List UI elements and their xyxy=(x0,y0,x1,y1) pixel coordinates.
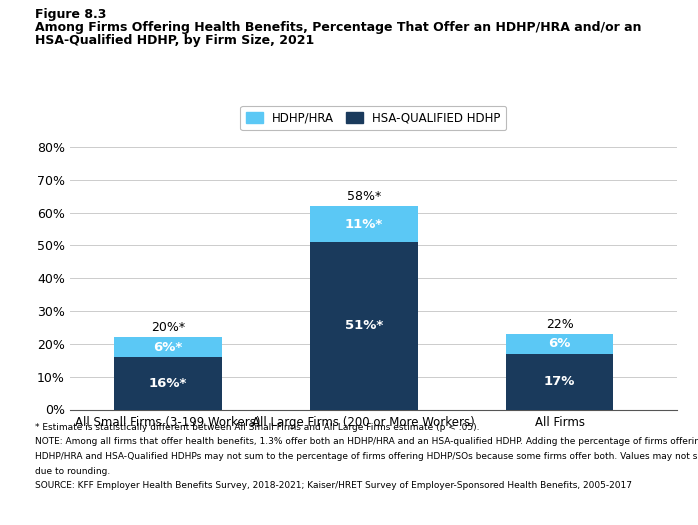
Text: Figure 8.3: Figure 8.3 xyxy=(35,8,106,21)
Text: 16%*: 16%* xyxy=(149,377,187,390)
Bar xyxy=(505,334,614,354)
Bar xyxy=(505,354,614,410)
Bar xyxy=(114,338,221,357)
Text: 6%: 6% xyxy=(549,338,571,350)
Bar xyxy=(114,357,221,410)
Text: 6%*: 6%* xyxy=(153,341,182,354)
Text: SOURCE: KFF Employer Health Benefits Survey, 2018-2021; Kaiser/HRET Survey of Em: SOURCE: KFF Employer Health Benefits Sur… xyxy=(35,481,632,490)
Text: Among Firms Offering Health Benefits, Percentage That Offer an HDHP/HRA and/or a: Among Firms Offering Health Benefits, Pe… xyxy=(35,21,641,34)
Text: 11%*: 11%* xyxy=(345,217,383,230)
Text: HDHP/HRA and HSA-Qualified HDHPs may not sum to the percentage of firms offering: HDHP/HRA and HSA-Qualified HDHPs may not… xyxy=(35,452,698,461)
Legend: HDHP/HRA, HSA-QUALIFIED HDHP: HDHP/HRA, HSA-QUALIFIED HDHP xyxy=(241,106,506,130)
Text: * Estimate is statistically different between All Small Firms and All Large Firm: * Estimate is statistically different be… xyxy=(35,423,480,432)
Text: HSA-Qualified HDHP, by Firm Size, 2021: HSA-Qualified HDHP, by Firm Size, 2021 xyxy=(35,34,314,47)
Text: 51%*: 51%* xyxy=(345,319,383,332)
Text: 22%: 22% xyxy=(546,318,573,331)
Text: 20%*: 20%* xyxy=(151,321,185,334)
Text: NOTE: Among all firms that offer health benefits, 1.3% offer both an HDHP/HRA an: NOTE: Among all firms that offer health … xyxy=(35,437,698,446)
Bar xyxy=(310,242,417,410)
Text: due to rounding.: due to rounding. xyxy=(35,467,110,476)
Text: 17%: 17% xyxy=(544,375,575,388)
Text: 58%*: 58%* xyxy=(346,190,381,203)
Bar xyxy=(310,206,417,242)
